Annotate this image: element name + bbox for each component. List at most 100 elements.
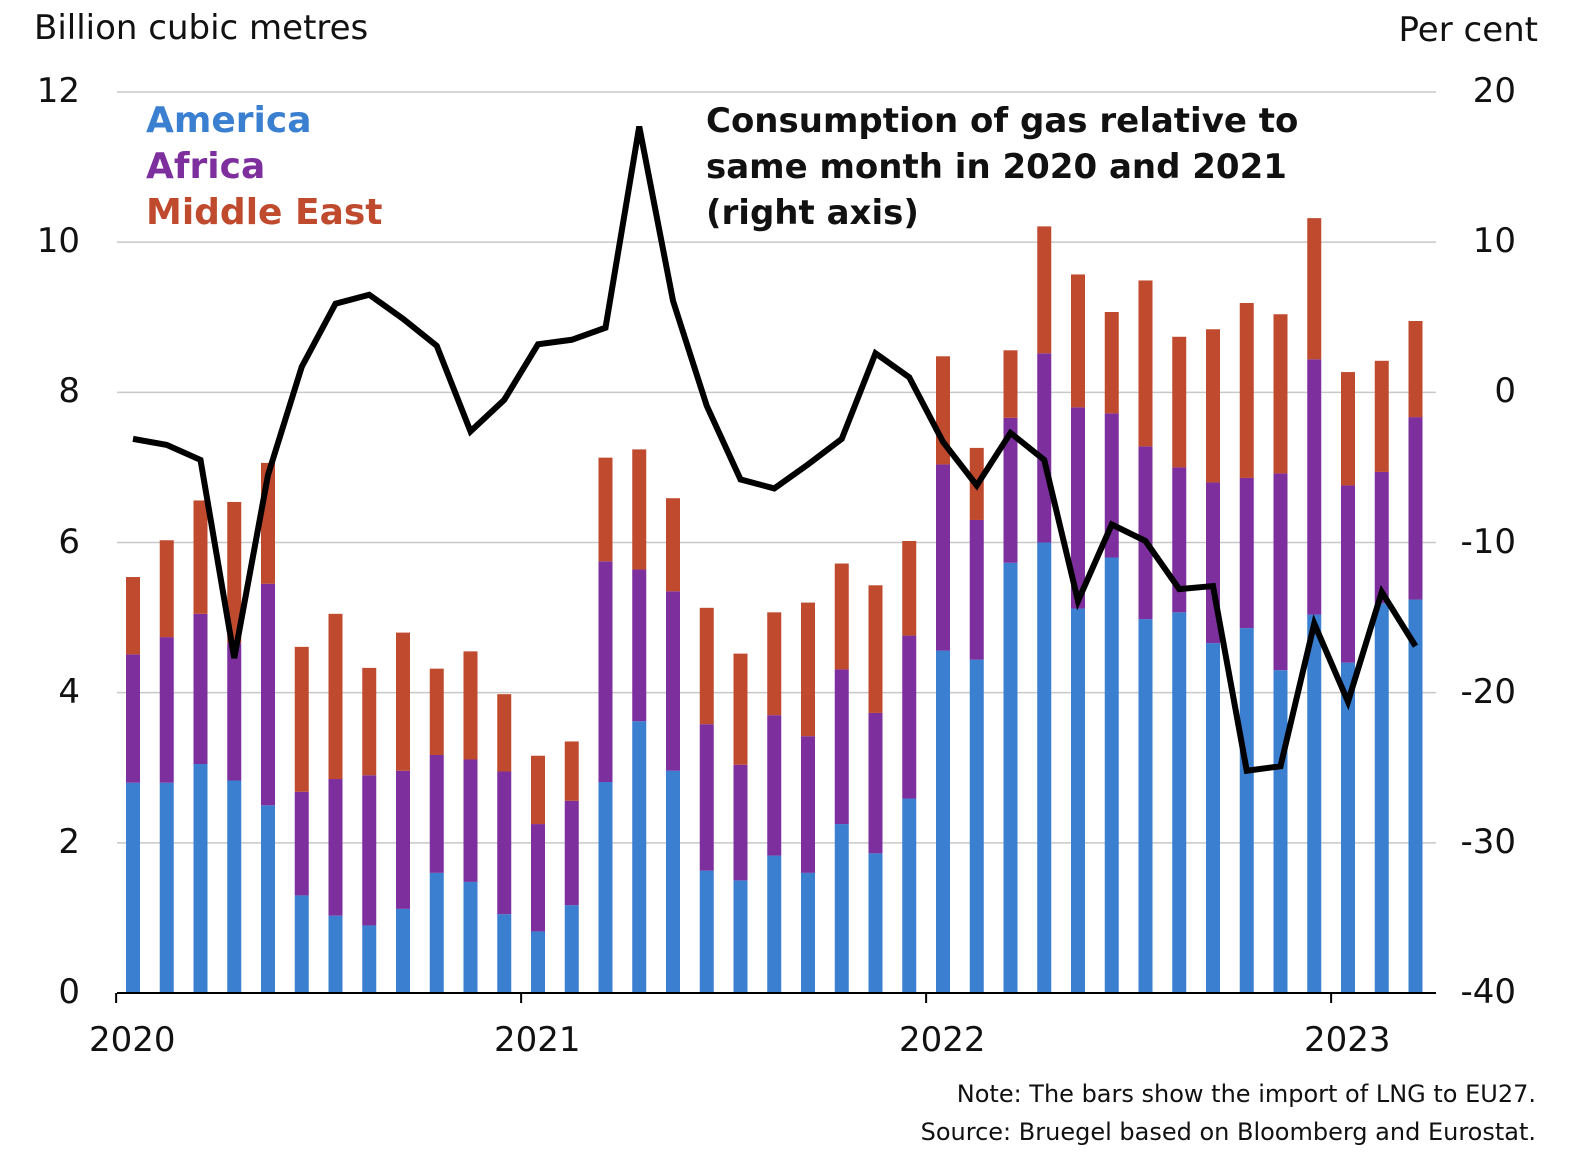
right-y-tick-label: -10 [1460,521,1516,562]
bar-america [632,721,647,993]
bar-africa [328,779,343,916]
bar-middle-east [1273,314,1288,474]
bar-middle-east [159,540,174,638]
bar-middle-east [531,755,545,825]
bar-america [699,870,714,993]
bar-america [227,780,242,993]
bar-america [1239,628,1254,993]
bar-africa [1104,413,1119,558]
right-axis-label: Per cent [1398,10,1539,50]
bar-series [126,218,1423,993]
bar-middle-east [1408,321,1423,418]
x-tick-label: 2022 [899,1020,986,1060]
bar-middle-east [699,607,714,725]
bar-america [834,824,849,993]
left-y-tick-label: 6 [58,521,80,562]
bar-america [328,915,343,993]
left-y-tick-label: 12 [36,71,80,111]
bar-africa [261,583,275,806]
bar-africa [396,770,410,909]
bar-africa [294,791,309,896]
consumption-line-series [132,125,1419,775]
bar-america [767,855,782,993]
bar-america [666,770,680,993]
bar-africa [362,775,377,926]
bar-middle-east [1307,218,1322,360]
bar-america [1374,603,1389,993]
bar-africa [1374,471,1389,604]
left-y-tick-label: 8 [58,371,80,412]
bar-america [1138,619,1153,993]
bar-africa [564,800,579,906]
right-y-tick-label: -30 [1460,821,1516,862]
bar-america [159,782,174,993]
bar-africa [1341,485,1355,663]
bar-america [1307,614,1322,993]
bar-middle-east [227,501,242,644]
bar-middle-east [733,653,748,765]
bar-middle-east [328,613,343,780]
bar-america [1172,612,1187,993]
consumption-line [132,125,1419,775]
bar-america [598,782,613,993]
bar-america [193,763,208,993]
right-y-tick-label: -20 [1460,671,1516,712]
bar-america [902,798,917,993]
right-y-tick-label: 0 [1494,371,1516,412]
bar-africa [1239,477,1254,629]
bar-america [1408,599,1423,993]
bar-africa [1138,446,1153,620]
bar-africa [1307,359,1322,615]
bar-africa [1003,417,1018,563]
bar-middle-east [1206,329,1220,483]
bar-middle-east [666,498,680,592]
right-y-tick-label: 20 [1472,71,1516,111]
line-annotation-line3: (right axis) [706,193,919,233]
bar-middle-east [497,694,512,772]
bar-africa [1408,417,1423,600]
x-tick-label: 2023 [1304,1020,1391,1060]
bar-africa [1037,353,1052,543]
note-text: Note: The bars show the import of LNG to… [956,1080,1536,1108]
bar-america [396,908,410,993]
bar-africa [159,637,174,783]
bar-middle-east [1138,280,1153,447]
bar-middle-east [463,651,478,760]
bar-africa [902,635,917,799]
bar-africa [632,569,647,722]
bar-america [1206,643,1220,993]
bar-middle-east [396,632,410,771]
bar-africa [1172,467,1187,613]
bar-america [1003,562,1018,993]
bar-middle-east [1172,336,1187,468]
bar-america [1104,557,1119,993]
bar-america [564,905,579,993]
bar-america [294,895,309,993]
bar-africa [531,824,545,932]
axes [115,992,1436,1003]
bar-america [362,925,377,993]
bar-america [497,914,512,993]
bar-africa [227,643,242,781]
bar-africa [126,654,140,783]
bar-africa [666,591,680,771]
bar-africa [193,613,208,764]
bar-middle-east [902,540,917,636]
bar-middle-east [362,667,377,776]
bar-africa [936,464,950,651]
right-y-tick-label: -40 [1460,972,1516,1012]
bar-africa [463,759,478,882]
legend-middle-east: Middle East [146,192,383,233]
bar-america [936,650,950,993]
bar-middle-east [1239,302,1254,478]
bar-america [531,931,545,993]
bar-america [1071,608,1085,993]
bar-middle-east [429,668,444,755]
bar-africa [1273,473,1288,671]
bar-middle-east [868,585,883,713]
bar-america [1273,670,1288,993]
bar-middle-east [767,612,782,716]
bar-africa [767,715,782,856]
bar-middle-east [1071,274,1085,408]
bar-middle-east [632,449,647,570]
